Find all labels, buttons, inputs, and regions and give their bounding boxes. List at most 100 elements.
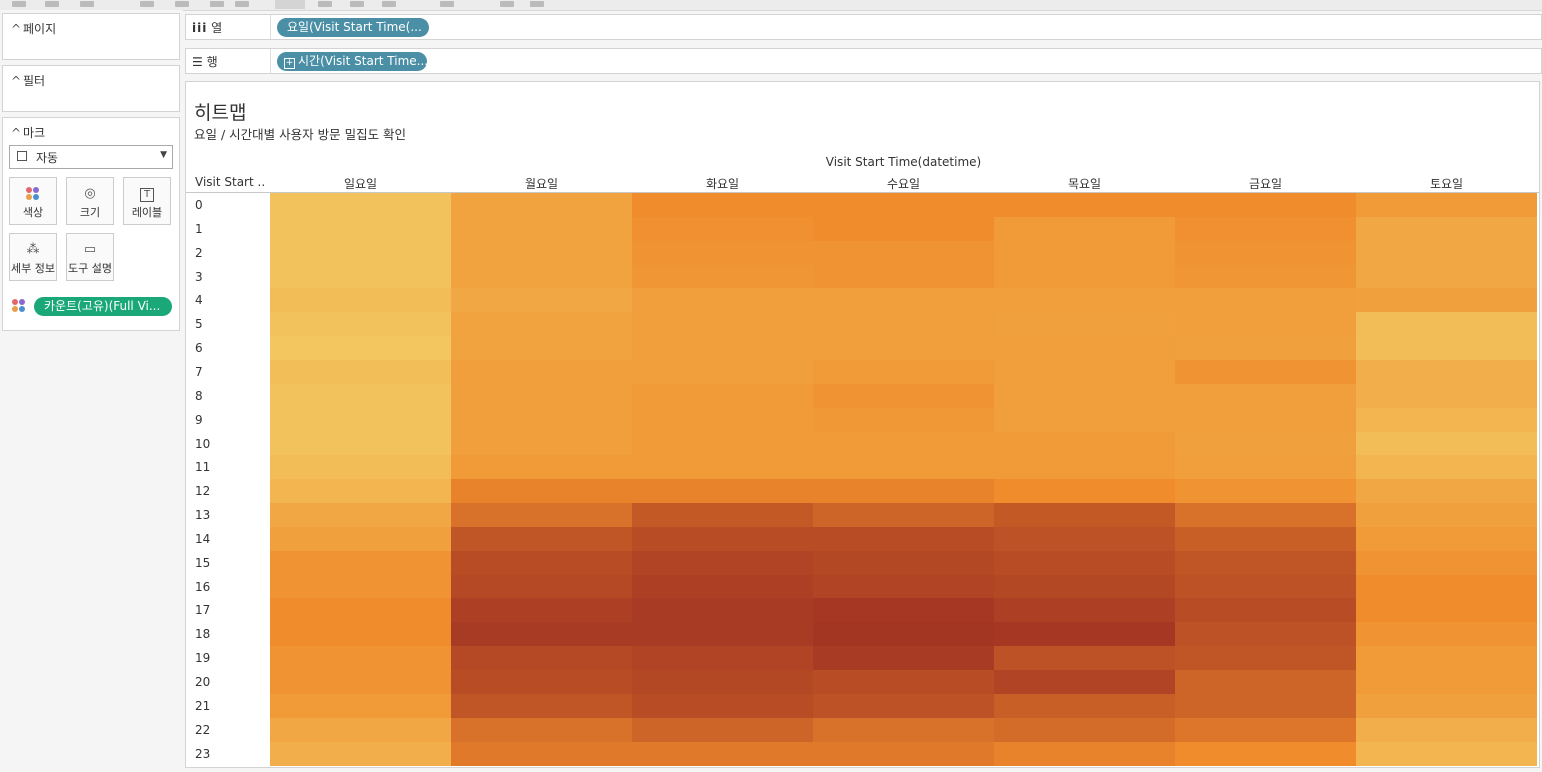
heatmap-cell[interactable] (813, 407, 994, 432)
heatmap-cell[interactable] (1175, 574, 1356, 599)
heatmap-cell[interactable] (1356, 693, 1537, 719)
heatmap-cell[interactable] (1356, 503, 1537, 528)
heatmap-cell[interactable] (994, 312, 1175, 337)
collapse-caret-icon[interactable]: ^ (11, 126, 22, 140)
heatmap-cell[interactable] (632, 550, 813, 576)
toolbar-button[interactable] (80, 1, 94, 7)
heatmap-cell[interactable] (994, 264, 1175, 289)
heatmap-cell[interactable] (632, 288, 813, 313)
heatmap-cell[interactable] (994, 503, 1175, 528)
heatmap-cell[interactable] (994, 407, 1175, 432)
heatmap-cell[interactable] (451, 383, 632, 409)
toolbar-selected-button[interactable] (275, 0, 305, 9)
toolbar-button[interactable] (500, 1, 514, 7)
heatmap-cell[interactable] (1356, 717, 1537, 743)
heatmap-cell[interactable] (1356, 407, 1537, 432)
detail-button[interactable]: ⁂ 세부 정보 (9, 233, 57, 281)
toolbar-button[interactable] (210, 1, 224, 7)
heatmap-cell[interactable] (1175, 359, 1356, 385)
heatmap-cell[interactable] (1356, 598, 1537, 623)
heatmap-cell[interactable] (994, 741, 1175, 766)
rows-shelf[interactable]: ☰ 행 + 시간(Visit Start Time... (185, 48, 1542, 74)
heatmap-cell[interactable] (632, 741, 813, 766)
heatmap-cell[interactable] (632, 479, 813, 504)
collapse-caret-icon[interactable]: ^ (11, 74, 22, 88)
heatmap-cell[interactable] (451, 741, 632, 766)
heatmap-cell[interactable] (994, 670, 1175, 695)
columns-pill[interactable]: 요일(Visit Start Time(... (277, 18, 429, 37)
toolbar-button[interactable] (175, 1, 189, 7)
expand-plus-icon[interactable]: + (284, 58, 295, 69)
heatmap-cell[interactable] (451, 312, 632, 337)
heatmap-cell[interactable] (1175, 407, 1356, 432)
heatmap-cell[interactable] (451, 598, 632, 623)
rows-pill[interactable]: + 시간(Visit Start Time... (277, 52, 427, 71)
heatmap-cell[interactable] (1175, 312, 1356, 337)
heatmap-cell[interactable] (270, 693, 451, 719)
heatmap-cell[interactable] (1175, 693, 1356, 719)
heatmap-cell[interactable] (1175, 240, 1356, 266)
heatmap-cell[interactable] (270, 216, 451, 242)
heatmap-cell[interactable] (451, 264, 632, 289)
heatmap-cell[interactable] (451, 550, 632, 576)
heatmap-cell[interactable] (994, 646, 1175, 671)
heatmap-cell[interactable] (451, 193, 632, 218)
heatmap-cell[interactable] (1356, 288, 1537, 313)
heatmap-cell[interactable] (1175, 646, 1356, 671)
heatmap-cell[interactable] (451, 455, 632, 480)
heatmap-cell[interactable] (1175, 503, 1356, 528)
heatmap-cell[interactable] (632, 383, 813, 409)
heatmap-cell[interactable] (1356, 479, 1537, 504)
heatmap-cell[interactable] (1356, 383, 1537, 409)
heatmap-cell[interactable] (813, 622, 994, 647)
heatmap-cell[interactable] (994, 336, 1175, 361)
heatmap-cell[interactable] (270, 479, 451, 504)
heatmap-cell[interactable] (451, 288, 632, 313)
heatmap-cell[interactable] (1175, 717, 1356, 743)
color-field-pill[interactable]: 카운트(고유)(Full Vi... (34, 297, 172, 316)
heatmap-cell[interactable] (813, 216, 994, 242)
heatmap-cell[interactable] (813, 503, 994, 528)
heatmap-cell[interactable] (270, 550, 451, 576)
heatmap-cell[interactable] (994, 526, 1175, 552)
heatmap-cell[interactable] (451, 240, 632, 266)
heatmap-cell[interactable] (270, 240, 451, 266)
heatmap-cell[interactable] (1175, 741, 1356, 766)
heatmap-cell[interactable] (1356, 336, 1537, 361)
heatmap-cell[interactable] (813, 717, 994, 743)
heatmap-cell[interactable] (1356, 216, 1537, 242)
heatmap-cell[interactable] (270, 359, 451, 385)
heatmap-cell[interactable] (994, 359, 1175, 385)
heatmap-cell[interactable] (994, 574, 1175, 599)
heatmap-cell[interactable] (1356, 431, 1537, 456)
heatmap-cell[interactable] (1175, 455, 1356, 480)
heatmap-cell[interactable] (1356, 193, 1537, 218)
heatmap-cell[interactable] (1356, 550, 1537, 576)
toolbar-button[interactable] (235, 1, 249, 7)
heatmap-cell[interactable] (994, 717, 1175, 743)
collapse-caret-icon[interactable]: ^ (11, 22, 22, 36)
heatmap-cell[interactable] (1356, 622, 1537, 647)
heatmap-cell[interactable] (813, 693, 994, 719)
heatmap-cell[interactable] (813, 359, 994, 385)
toolbar-button[interactable] (45, 1, 59, 7)
heatmap-cell[interactable] (632, 264, 813, 289)
heatmap-cell[interactable] (1356, 264, 1537, 289)
size-button[interactable]: ◎ 크기 (66, 177, 114, 225)
heatmap-cell[interactable] (451, 431, 632, 456)
heatmap-cell[interactable] (632, 622, 813, 647)
heatmap-cell[interactable] (813, 646, 994, 671)
toolbar-button[interactable] (530, 1, 544, 7)
heatmap-cell[interactable] (994, 383, 1175, 409)
columns-shelf[interactable]: iii 열 요일(Visit Start Time(... (185, 14, 1542, 40)
heatmap-cell[interactable] (632, 503, 813, 528)
heatmap-cell[interactable] (270, 670, 451, 695)
heatmap-cell[interactable] (270, 741, 451, 766)
heatmap-cell[interactable] (1175, 264, 1356, 289)
heatmap-cell[interactable] (270, 336, 451, 361)
heatmap-cell[interactable] (632, 717, 813, 743)
heatmap-cell[interactable] (994, 693, 1175, 719)
heatmap-cell[interactable] (1175, 622, 1356, 647)
heatmap-cell[interactable] (632, 693, 813, 719)
heatmap-cell[interactable] (1175, 431, 1356, 456)
